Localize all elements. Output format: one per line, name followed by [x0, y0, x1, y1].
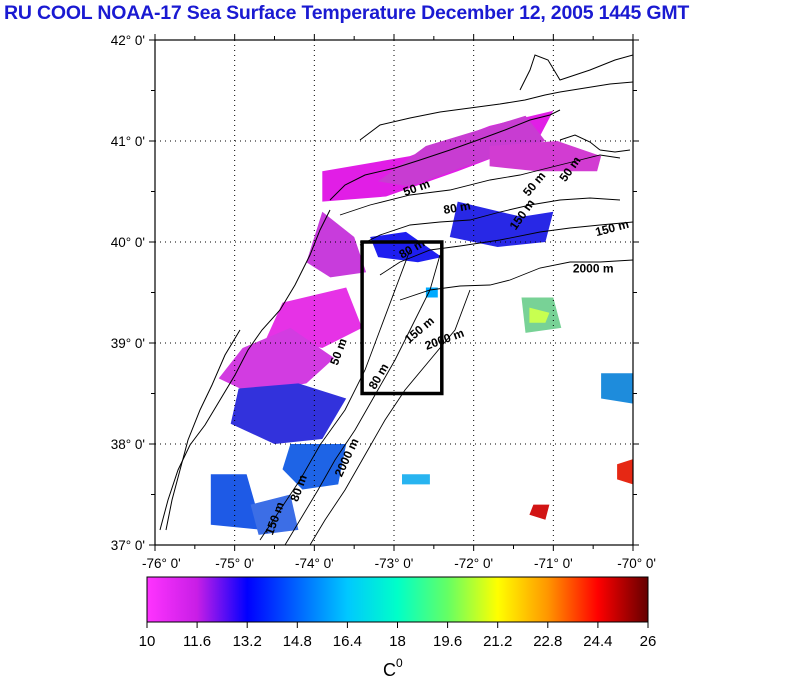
- unit-superscript: 0: [396, 656, 403, 670]
- contour-shelf-south-3: [309, 289, 471, 545]
- coastline-long-island: [329, 109, 561, 201]
- colorbar: [146, 576, 649, 623]
- lat-label: 40° 0': [111, 235, 145, 250]
- lat-label: 39° 0': [111, 336, 145, 351]
- colorbar-tick-label: 24.4: [583, 633, 612, 650]
- sst-patch-13: [529, 307, 550, 323]
- lat-label: 42° 0': [111, 33, 145, 48]
- colorbar-tick-label: 21.2: [483, 633, 512, 650]
- colorbar-tick-label: 22.8: [533, 633, 562, 650]
- lon-label: -74° 0': [295, 556, 334, 571]
- sst-patch-16: [529, 504, 550, 520]
- sst-patch-11: [250, 494, 299, 535]
- contour-2000m: [399, 259, 633, 301]
- lon-label: -72° 0': [454, 556, 493, 571]
- colorbar-unit-label: C0: [383, 656, 403, 680]
- contour-shelf-south-1: [259, 249, 411, 541]
- contour-80m: [359, 197, 621, 246]
- lat-label: 37° 0': [111, 538, 145, 553]
- latitude-labels: 42° 0' 41° 0' 40° 0' 39° 0' 38° 0' 37° 0': [111, 33, 145, 553]
- lon-label: -75° 0': [215, 556, 254, 571]
- contour-50m: [339, 154, 621, 216]
- unit-text: C: [383, 660, 396, 680]
- contour-150m: [379, 221, 633, 276]
- sst-patch-18: [402, 474, 430, 485]
- coastline-layer: [159, 54, 633, 531]
- sst-patch-3: [449, 201, 554, 247]
- coastline-cape-cod: [519, 54, 633, 91]
- colorbar-tick-label: 11.6: [183, 633, 211, 650]
- axis-ticks: [149, 34, 639, 551]
- contour-shelf-south-2: [284, 254, 441, 545]
- sst-patch-15: [617, 459, 633, 485]
- sst-patch-1: [378, 115, 546, 187]
- colorbar-tick-label: 18: [389, 633, 406, 650]
- colorbar-tick-label: 16.4: [333, 633, 362, 650]
- lon-label: -76° 0': [142, 556, 181, 571]
- coastline-islands: [559, 134, 631, 153]
- contour-label: 80 m: [442, 198, 471, 217]
- colorbar-tick-label: 19.6: [433, 633, 462, 650]
- colorbar-tick-label: 26: [640, 633, 657, 650]
- lat-label: 38° 0': [111, 437, 145, 452]
- sst-patch-4: [370, 231, 442, 263]
- sst-patch-9: [282, 444, 347, 490]
- coastline-mid-atlantic: [159, 209, 331, 531]
- colorbar-tick-label: 10: [139, 633, 156, 650]
- sst-patch-10: [210, 474, 263, 530]
- bathymetry-contours: [259, 154, 633, 545]
- map-gridlines: [155, 40, 633, 545]
- sst-patch-2: [489, 141, 602, 172]
- lon-label: -70° 0': [617, 556, 656, 571]
- sst-patch-8: [230, 383, 347, 444]
- map-title: RU COOL NOAA-17 Sea Surface Temperature …: [4, 2, 690, 24]
- lon-label: -73° 0': [375, 556, 414, 571]
- sst-patch-7: [218, 327, 335, 394]
- study-area-box: [360, 240, 444, 396]
- lat-label: 41° 0': [111, 134, 145, 149]
- sst-patch-14: [601, 373, 633, 404]
- colorbar-tick-labels: 10 11.6 13.2 14.8 16.4 18 19.6 21.2 22.8 24.4 26: [139, 622, 657, 650]
- longitude-labels: -76° 0' -75° 0' -74° 0' -73° 0' -72° 0' -71° …: [142, 556, 656, 571]
- coastline-new-jersey: [359, 81, 633, 141]
- lon-label: -71° 0': [534, 556, 573, 571]
- colorbar-tick-label: 13.2: [233, 633, 262, 650]
- coastline-delmarva: [165, 329, 241, 531]
- colorbar-tick-label: 14.8: [283, 633, 312, 650]
- contour-label: 2000 m: [573, 261, 614, 275]
